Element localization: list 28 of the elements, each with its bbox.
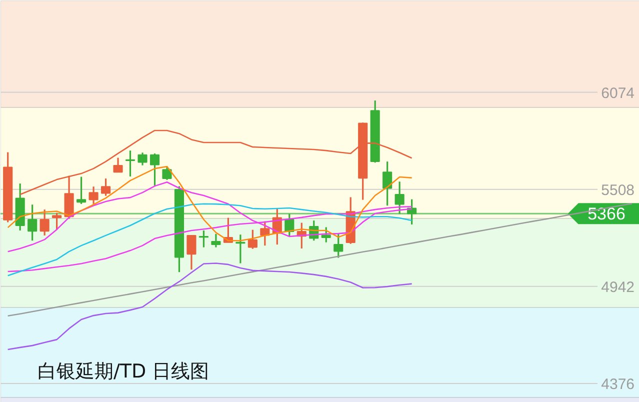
text: 白银延期/TD 日线图 — [38, 360, 210, 382]
candlestick — [382, 160, 392, 206]
candlestick — [150, 152, 160, 186]
candlestick — [125, 150, 136, 178]
candlestick — [394, 180, 404, 215]
candlestick — [76, 176, 86, 205]
y-tick-label: 5508 — [601, 182, 635, 199]
candlestick — [334, 233, 344, 259]
candlestick — [88, 186, 98, 205]
candlestick — [407, 198, 417, 226]
y-tick-label: 4376 — [601, 376, 635, 393]
candlestick — [52, 212, 62, 231]
candlestick — [248, 229, 258, 250]
candlestick — [321, 226, 331, 244]
candlestick — [162, 166, 172, 181]
candlestick — [186, 234, 196, 270]
candlestick — [113, 156, 123, 173]
y-tick-label: 6074 — [601, 84, 635, 102]
candlestick — [211, 233, 221, 248]
candlestick — [198, 230, 208, 248]
candlestick — [40, 208, 50, 236]
candlestick — [28, 204, 38, 242]
ref-line-label: 5366 — [588, 204, 626, 224]
candlestick — [100, 178, 111, 197]
candlestick — [138, 152, 148, 166]
candlestick — [260, 220, 270, 246]
y-tick-label: 4942 — [601, 278, 635, 296]
line-series — [7, 262, 412, 350]
